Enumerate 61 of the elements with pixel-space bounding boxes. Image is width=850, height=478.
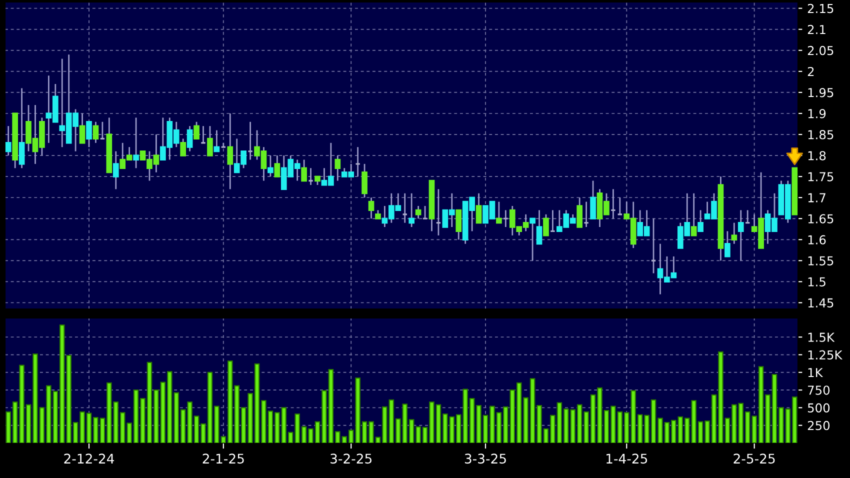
- candlestick: [731, 222, 738, 245]
- candlestick: [18, 88, 25, 169]
- candlestick: [86, 121, 92, 148]
- candlestick: [530, 218, 536, 262]
- candlestick: [543, 214, 549, 236]
- y-tick-label: 1.85: [808, 130, 834, 140]
- y-tick-label: 2.05: [808, 46, 834, 56]
- candlestick: [5, 125, 12, 156]
- candlestick: [590, 180, 596, 220]
- x-tick-label: 1-4-25: [606, 454, 648, 464]
- candlestick: [690, 192, 697, 236]
- y-tick-label: 1K: [808, 368, 824, 378]
- candlestick: [227, 112, 234, 190]
- y-tick-label: 750: [808, 386, 830, 395]
- candlestick: [456, 209, 462, 240]
- y-tick-label: 1.95: [808, 88, 834, 98]
- candlestick: [92, 121, 99, 144]
- y-tick-label: 1.5: [808, 277, 826, 286]
- candlestick: [536, 209, 542, 245]
- x-tick-label: 3-2-25: [330, 454, 372, 464]
- x-tick-label: 2-1-25: [202, 454, 244, 464]
- candlestick: [415, 205, 422, 220]
- candlestick: [368, 196, 374, 220]
- candlestick: [738, 209, 744, 262]
- y-tick-label: 1.8: [808, 151, 826, 160]
- x-tick-label: 3-3-25: [464, 454, 506, 464]
- y-tick-label: 2: [808, 66, 814, 76]
- candlestick: [576, 196, 583, 228]
- x-tick-label: 2-12-24: [64, 454, 114, 464]
- candlestick: [207, 125, 213, 156]
- candlestick: [79, 112, 86, 144]
- candlestick: [698, 209, 704, 232]
- candlestick: [186, 125, 193, 152]
- y-tick-label: 1.65: [808, 214, 834, 224]
- candlestick: [408, 192, 414, 228]
- candlestick: [180, 138, 186, 156]
- candlestick: [133, 116, 139, 169]
- y-tick-label: 1.25K: [808, 350, 843, 360]
- candlestick: [274, 154, 280, 178]
- y-tick-label: 500: [808, 403, 830, 413]
- candlestick: [476, 192, 482, 224]
- y-tick-label: 250: [808, 420, 830, 430]
- candlestick: [362, 163, 368, 198]
- y-tick-label: 2.15: [808, 4, 834, 14]
- y-tick-label: 1.55: [808, 256, 834, 266]
- candlestick: [496, 201, 502, 224]
- y-tick-label: 1.7: [808, 193, 826, 202]
- y-tick-label: 1.6: [808, 235, 826, 244]
- candlestick: [301, 159, 307, 182]
- y-tick-label: 1.75: [808, 172, 834, 182]
- candlestick: [214, 130, 220, 152]
- candlestick: [268, 154, 274, 178]
- y-tick-label: 1.5K: [808, 332, 835, 342]
- candlestick: [194, 121, 200, 140]
- y-tick-label: 1.45: [808, 298, 834, 308]
- x-tick-label: 2-5-25: [734, 454, 775, 464]
- y-tick-label: 2.1: [808, 24, 826, 34]
- candlestick: [112, 150, 119, 190]
- candlestick: [724, 230, 730, 258]
- y-tick-label: 1.9: [808, 109, 826, 118]
- candlestick: [334, 154, 341, 182]
